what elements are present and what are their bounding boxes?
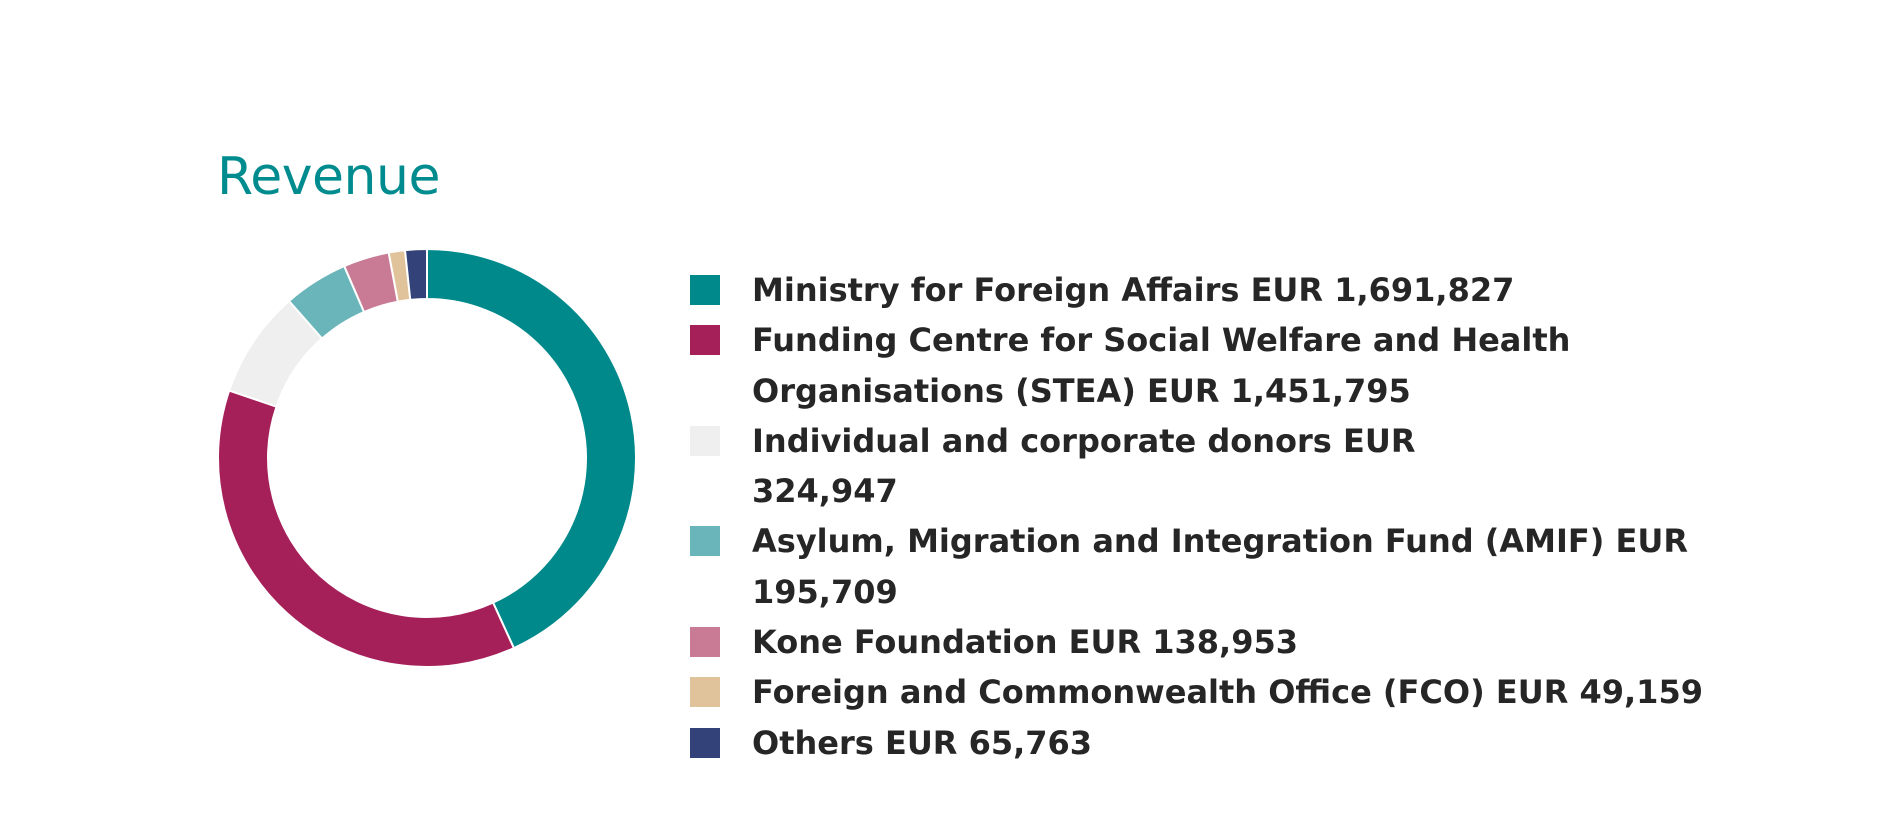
legend-label: Ministry for Foreign Affairs EUR 1,691,8…	[752, 271, 1515, 309]
legend-item-ministry-for-foreign-affairs: Ministry for Foreign Affairs EUR 1,691,8…	[690, 265, 1840, 315]
legend-item-fco: Foreign and Commonwealth Office (FCO) EU…	[690, 667, 1840, 717]
legend-swatch	[690, 325, 720, 356]
donut-slice-others	[403, 247, 428, 301]
legend-swatch	[690, 425, 720, 456]
legend-label: Asylum, Migration and Integration Fund (…	[752, 522, 1689, 611]
legend-swatch	[690, 677, 720, 708]
chart-legend: Ministry for Foreign Affairs EUR 1,691,8…	[690, 265, 1840, 768]
donut-slice-ministry-for-foreign-affairs	[426, 247, 637, 650]
legend-item-individual-and-corporate-donors: Individual and corporate donors EUR 324,…	[690, 416, 1840, 517]
legend-label: Others EUR 65,763	[752, 723, 1093, 762]
chart-title: Revenue	[217, 147, 440, 207]
legend-item-amif: Asylum, Migration and Integration Fund (…	[690, 516, 1840, 617]
legend-label: Kone Foundation EUR 138,953	[752, 623, 1298, 662]
legend-item-stea: Funding Centre for Social Welfare and He…	[690, 315, 1840, 416]
legend-swatch	[690, 727, 720, 758]
legend-swatch	[690, 627, 720, 658]
legend-swatch	[690, 275, 720, 305]
legend-item-kone-foundation: Kone Foundation EUR 138,953	[690, 617, 1840, 667]
legend-item-others: Others EUR 65,763	[690, 718, 1840, 768]
legend-label: Foreign and Commonwealth Office (FCO) EU…	[752, 673, 1703, 712]
donut-slice-funding-centre-for-social-welfare-and-health-organisations-stea	[217, 389, 516, 668]
legend-swatch	[690, 526, 720, 557]
legend-label: Funding Centre for Social Welfare and He…	[752, 321, 1571, 410]
legend-label: Individual and corporate donors EUR 324,…	[752, 421, 1416, 511]
